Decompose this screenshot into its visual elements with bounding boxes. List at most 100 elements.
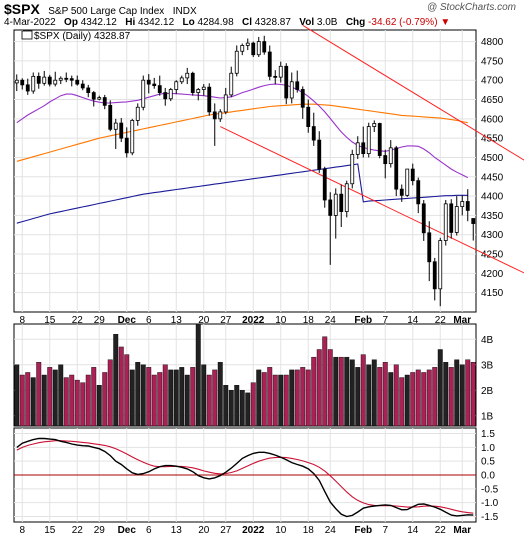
candle-down — [64, 77, 69, 80]
trendline — [302, 24, 524, 161]
volume-bar — [107, 359, 113, 427]
candle-up — [141, 79, 146, 108]
candle-up — [256, 41, 261, 56]
volume-bar — [393, 364, 399, 427]
candle-up — [196, 89, 201, 93]
volume-bar — [360, 354, 366, 427]
volume-bar — [443, 362, 449, 427]
volume-bar — [454, 359, 460, 427]
volume-bar — [30, 377, 36, 427]
volume-bar — [267, 367, 273, 427]
candle-up — [185, 72, 190, 79]
candle-up — [168, 89, 173, 100]
volume-bar — [322, 336, 328, 427]
candle-up — [58, 77, 63, 81]
open-label: Op — [64, 17, 78, 28]
volume-bar — [173, 369, 179, 427]
volume-bar — [102, 372, 108, 427]
candle-up — [460, 201, 465, 207]
candle-down — [471, 218, 476, 224]
price-panel: 4150 4200 4250 4300 4350 4400 4450 4500 4550 4600… — [13, 24, 524, 313]
volume-bar — [157, 372, 163, 427]
macd-line — [16, 437, 474, 518]
volume-bar — [399, 377, 405, 427]
volume-bar — [245, 392, 251, 427]
volume-bar — [316, 349, 322, 427]
candle-down — [157, 85, 162, 93]
candle-down — [25, 84, 30, 92]
x-tick-label: 2022 — [242, 315, 265, 326]
candle-up — [240, 45, 245, 52]
price-plot-area — [13, 29, 477, 313]
price-tick-label: 4200 — [481, 269, 504, 280]
candle-down — [306, 106, 311, 127]
exchange: INDX — [172, 6, 197, 17]
index-name: S&P 500 Large Cap Index — [48, 6, 165, 17]
x-tick-label: 2022 — [242, 525, 265, 536]
price-tick-label: 4700 — [481, 76, 504, 87]
price-tick-label: 4450 — [481, 172, 504, 183]
volume-bar — [162, 364, 168, 427]
volume-bar — [283, 374, 289, 427]
x-tick-label: 8 — [19, 525, 25, 536]
candle-down — [36, 75, 41, 84]
change-label: Chg — [345, 17, 366, 28]
candle-down — [152, 83, 157, 87]
open-value: 4342.12 — [80, 17, 117, 28]
candle-down — [295, 81, 300, 90]
volume-plot-area — [13, 323, 477, 427]
volume-bar — [404, 374, 410, 427]
x-tick-label: Feb — [354, 315, 372, 326]
candle-up — [454, 206, 459, 233]
candle-up — [333, 193, 338, 216]
candle-up — [443, 203, 448, 241]
candle-down — [69, 78, 74, 81]
volume-bar — [448, 367, 454, 427]
candle-down — [108, 104, 113, 130]
x-tick-label: 13 — [171, 525, 183, 536]
x-tick-label: 6 — [146, 525, 152, 536]
volume-bar — [74, 379, 80, 427]
volume-bar — [465, 359, 471, 427]
candle-up — [405, 168, 410, 196]
x-tick-label: 29 — [94, 525, 106, 536]
macd-tick-label: 0.0 — [481, 471, 495, 482]
candle-down — [449, 203, 454, 233]
x-tick-label: 6 — [146, 315, 152, 326]
volume-bar — [85, 374, 91, 427]
candle-down — [322, 168, 327, 201]
volume-value: 3.0B — [316, 17, 338, 28]
macd-tick-label: 0.5 — [481, 457, 495, 468]
volume-bar — [179, 367, 185, 427]
watermark: @ StockCharts.com — [426, 2, 516, 13]
candle-up — [388, 147, 393, 165]
volume-bar — [47, 367, 53, 427]
chart-header-title: $SPX S&P 500 Large Cap Index INDX — [4, 1, 197, 17]
macd-tick-label: 1.0 — [481, 443, 495, 454]
macd-signal-line — [16, 440, 474, 514]
volume-bar — [355, 367, 361, 427]
volume-bar — [223, 385, 229, 427]
x-tick-label: 15 — [44, 315, 56, 326]
candle-up — [14, 79, 19, 84]
volume-bar — [250, 382, 256, 427]
candle-down — [251, 42, 256, 56]
volume-bar — [201, 364, 207, 427]
x-tick-label: Mar — [453, 525, 471, 536]
candle-down — [75, 79, 80, 85]
x-tick-label: 10 — [275, 315, 287, 326]
volume-bar — [228, 390, 234, 427]
volume-bar — [19, 374, 25, 427]
x-tick-label: Mar — [453, 315, 471, 326]
candle-down — [102, 97, 107, 106]
trendline — [220, 126, 524, 274]
x-tick-label: 27 — [220, 525, 232, 536]
candle-up — [355, 142, 360, 155]
candle-up — [366, 126, 371, 155]
candle-down — [47, 76, 52, 85]
x-tick-label: 10 — [275, 525, 287, 536]
volume-panel: 1B 2B 3B 4B — [13, 323, 494, 427]
candle-down — [339, 193, 344, 212]
